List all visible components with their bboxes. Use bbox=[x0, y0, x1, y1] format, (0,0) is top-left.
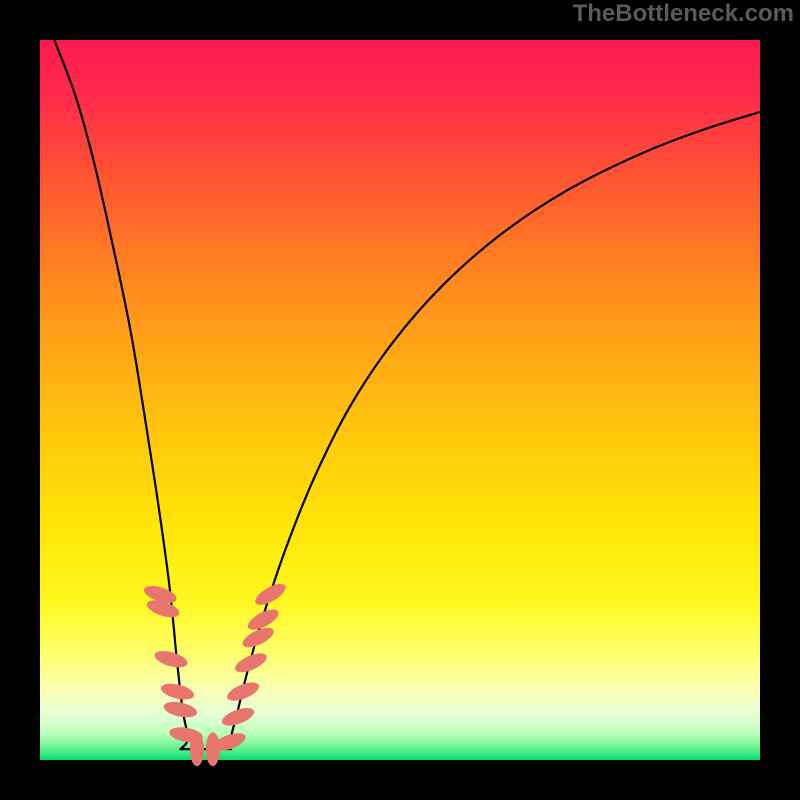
curve-marker bbox=[190, 732, 204, 766]
watermark: TheBottleneck.com bbox=[573, 0, 794, 27]
bottleneck-chart: TheBottleneck.com bbox=[0, 0, 800, 800]
